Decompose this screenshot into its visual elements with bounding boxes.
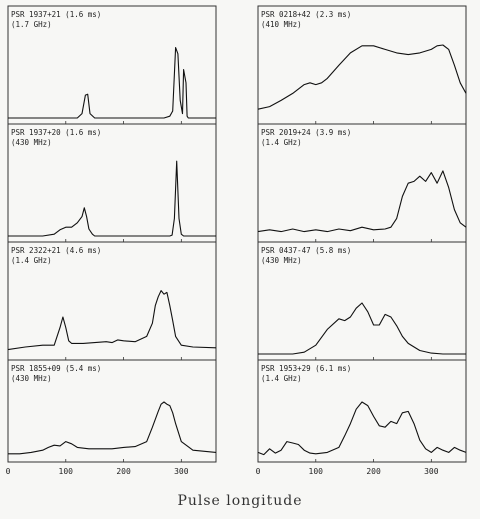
pulsar-name-label: PSR 1937+20 (1.6 ms)	[11, 128, 101, 137]
x-tick-label: 300	[174, 467, 189, 476]
pulse-profile-line	[257, 44, 467, 110]
panel-frame	[257, 359, 467, 463]
pulse-panel: PSR 1953+29 (6.1 ms)(1.4 GHz)	[257, 359, 467, 463]
pulsar-name-label: PSR 0218+42 (2.3 ms)	[261, 10, 351, 19]
x-tick-label: 0	[6, 467, 11, 476]
x-tick-label: 200	[366, 467, 381, 476]
frequency-label: (430 MHz)	[11, 374, 52, 383]
frequency-label: (1.7 GHz)	[11, 20, 52, 29]
pulsar-name-label: PSR 0437-47 (5.8 ms)	[261, 246, 351, 255]
pulse-profile-line	[258, 302, 466, 355]
pulse-panel: PSR 0218+42 (2.3 ms)(410 MHz)	[257, 5, 467, 125]
pulse-panel: PSR 1937+21 (1.6 ms)(1.7 GHz)	[7, 5, 217, 125]
x-tick-label: 100	[59, 467, 74, 476]
pulse-panel: PSR 2019+24 (3.9 ms)(1.4 GHz)	[257, 123, 467, 243]
x-tick-label: 0	[256, 467, 261, 476]
pulsar-name-label: PSR 2322+21 (4.6 ms)	[11, 246, 101, 255]
pulsar-name-label: PSR 1937+21 (1.6 ms)	[11, 10, 101, 19]
pulse-profile-line	[8, 401, 217, 455]
pulse-panel: PSR 1855+09 (5.4 ms)(430 MHz)	[7, 359, 217, 463]
pulsar-name-label: PSR 1855+09 (5.4 ms)	[11, 364, 101, 373]
pulsar-name-label: PSR 2019+24 (3.9 ms)	[261, 128, 351, 137]
pulsar-name-label: PSR 1953+29 (6.1 ms)	[261, 364, 351, 373]
frequency-label: (1.4 GHz)	[261, 374, 302, 383]
panel-frame	[7, 359, 217, 463]
pulse-profile-line	[257, 170, 467, 233]
pulse-panel: PSR 1937+20 (1.6 ms)(430 MHz)	[7, 123, 217, 243]
x-tick-label: 100	[309, 467, 324, 476]
frequency-label: (1.4 GHz)	[261, 138, 302, 147]
frequency-label: (1.4 GHz)	[11, 256, 52, 265]
pulse-panel: PSR 2322+21 (4.6 ms)(1.4 GHz)	[7, 241, 217, 361]
x-tick-label: 300	[424, 467, 439, 476]
frequency-label: (430 MHz)	[11, 138, 52, 147]
frequency-label: (410 MHz)	[261, 20, 302, 29]
frequency-label: (430 MHz)	[261, 256, 302, 265]
pulse-profile-line	[257, 401, 467, 456]
pulse-profile-line	[8, 47, 216, 119]
x-tick-label: 200	[116, 467, 131, 476]
x-axis-title: Pulse longitude	[177, 493, 302, 509]
pulse-profile-line	[7, 290, 217, 351]
pulse-profile-line	[8, 160, 216, 237]
pulse-panel: PSR 0437-47 (5.8 ms)(430 MHz)	[257, 241, 467, 361]
